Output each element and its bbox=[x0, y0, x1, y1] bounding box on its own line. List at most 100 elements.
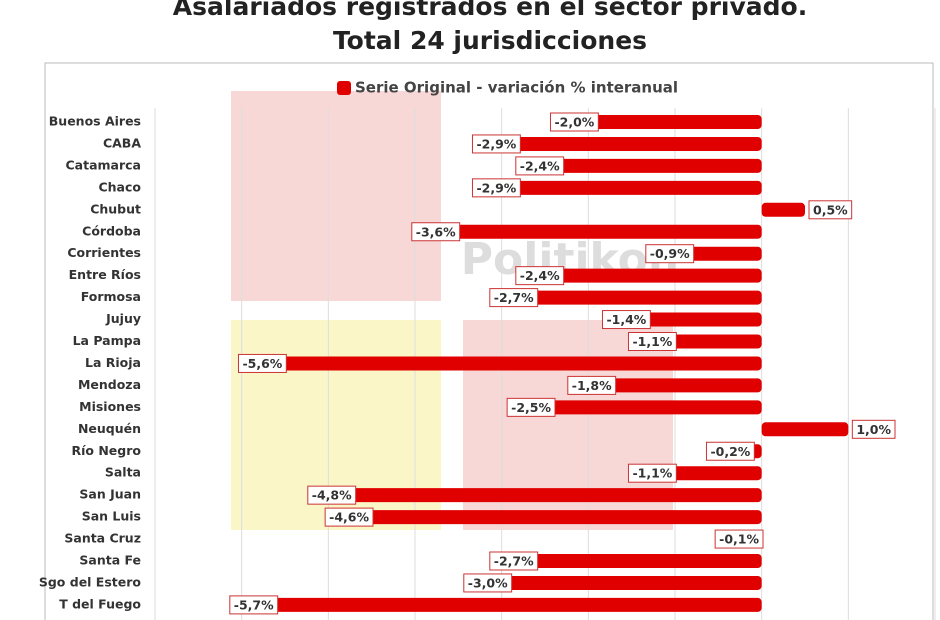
value-label-text: -4,6% bbox=[329, 510, 369, 525]
value-label: -2,4% bbox=[515, 266, 565, 286]
bar bbox=[666, 466, 762, 481]
value-label-text: -2,4% bbox=[520, 158, 560, 173]
y-tick-label: Santa Cruz bbox=[64, 531, 141, 546]
value-label-box bbox=[411, 222, 461, 242]
y-tick-label: La Pampa bbox=[73, 333, 141, 348]
value-label: -2,4% bbox=[515, 156, 565, 176]
bar bbox=[276, 356, 762, 371]
bar bbox=[545, 400, 762, 415]
value-label: 1,0% bbox=[851, 419, 896, 439]
y-tick-label: Catamarca bbox=[66, 157, 142, 172]
value-label: -5,7% bbox=[229, 595, 279, 615]
value-label: -2,9% bbox=[471, 134, 521, 154]
value-label: -0,2% bbox=[705, 441, 755, 461]
value-label: -1,1% bbox=[627, 463, 677, 483]
value-label-text: -1,1% bbox=[632, 466, 672, 481]
value-label-box bbox=[489, 551, 539, 571]
value-label-box bbox=[489, 288, 539, 308]
value-label-box bbox=[808, 200, 853, 220]
y-tick-label: Río Negro bbox=[72, 443, 142, 458]
y-tick-label: T del Fuego bbox=[59, 596, 141, 611]
value-label-box bbox=[601, 310, 651, 330]
value-label-box bbox=[515, 156, 565, 176]
value-label-text: -1,4% bbox=[606, 312, 646, 327]
value-label: -2,7% bbox=[489, 551, 539, 571]
y-tick-label: Salta bbox=[105, 465, 141, 480]
bar bbox=[527, 290, 762, 305]
value-label-text: -0,2% bbox=[710, 444, 750, 459]
value-label-box bbox=[705, 441, 755, 461]
bar bbox=[553, 158, 762, 173]
value-label: -1,4% bbox=[601, 310, 651, 330]
value-label-box bbox=[307, 485, 357, 505]
value-label-text: -2,7% bbox=[494, 290, 534, 305]
value-label-box bbox=[471, 134, 521, 154]
value-label-box bbox=[627, 332, 677, 351]
bar bbox=[363, 510, 762, 525]
y-tick-label: Corrientes bbox=[67, 245, 141, 260]
bar bbox=[588, 115, 762, 129]
value-label-text: -5,7% bbox=[234, 597, 274, 612]
y-tick-label: Mendoza bbox=[78, 377, 141, 392]
bar bbox=[640, 312, 762, 327]
bar bbox=[527, 554, 762, 568]
value-label-text: -2,0% bbox=[554, 115, 594, 130]
value-label-box bbox=[851, 419, 896, 439]
value-label: -0,9% bbox=[645, 244, 695, 264]
value-label: -1,8% bbox=[567, 375, 617, 395]
value-label: -2,0% bbox=[549, 112, 599, 132]
value-label: -2,5% bbox=[506, 397, 556, 417]
value-label: -3,0% bbox=[463, 573, 513, 593]
value-label: -3,6% bbox=[411, 222, 461, 242]
value-label-text: -5,6% bbox=[242, 356, 282, 371]
bar bbox=[501, 575, 762, 590]
background-block bbox=[231, 91, 441, 301]
bar bbox=[345, 488, 762, 503]
y-tick-label: Entre Ríos bbox=[69, 267, 141, 282]
y-tick-label: Córdoba bbox=[82, 223, 141, 238]
value-label-box bbox=[549, 112, 599, 132]
value-label-box bbox=[229, 595, 279, 615]
bar bbox=[510, 180, 762, 195]
value-label-text: 0,5% bbox=[813, 202, 848, 217]
value-label-text: -0,9% bbox=[650, 246, 690, 261]
value-label-box bbox=[714, 529, 764, 549]
value-label-box bbox=[506, 397, 556, 417]
value-label: -5,6% bbox=[237, 353, 287, 373]
bars: -2,0% -2,9% -2,4% -2,9% 0,5% -3,6% -0,9% -2,4% -… bbox=[229, 112, 896, 615]
value-label-box bbox=[645, 244, 695, 264]
chart-title: Asalariados registrados en el sector pri… bbox=[173, 0, 807, 21]
value-label: -1,1% bbox=[627, 332, 677, 351]
value-label-text: -1,8% bbox=[572, 378, 612, 393]
chart-subtitle: Total 24 jurisdicciones bbox=[333, 26, 647, 55]
bar bbox=[761, 422, 849, 437]
bar bbox=[666, 334, 762, 349]
y-tick-label: San Luis bbox=[82, 509, 141, 524]
bar bbox=[510, 136, 762, 151]
value-label: -2,9% bbox=[471, 178, 521, 198]
value-label-text: 1,0% bbox=[856, 422, 891, 437]
value-label-text: -2,4% bbox=[520, 268, 560, 283]
y-tick-label: Neuquén bbox=[78, 421, 141, 436]
value-label-text: -2,9% bbox=[476, 180, 516, 195]
value-label-text: -0,1% bbox=[719, 532, 759, 547]
value-label-box bbox=[237, 353, 287, 373]
value-label-box bbox=[627, 463, 677, 483]
y-tick-label: La Rioja bbox=[85, 355, 141, 370]
value-label: 0,5% bbox=[808, 200, 853, 220]
value-label-box bbox=[463, 573, 513, 593]
y-tick-label: Misiones bbox=[79, 399, 141, 414]
bar bbox=[267, 597, 762, 612]
value-label: -0,1% bbox=[714, 529, 764, 549]
value-label-text: -3,6% bbox=[416, 224, 456, 239]
value-label: -4,8% bbox=[307, 485, 357, 505]
bar bbox=[761, 202, 805, 217]
bar bbox=[449, 224, 762, 239]
bar bbox=[605, 378, 762, 393]
value-label-text: -3,0% bbox=[468, 575, 508, 590]
y-tick-label: Jujuy bbox=[105, 311, 141, 326]
value-label-text: -2,9% bbox=[476, 136, 516, 151]
y-tick-label: Formosa bbox=[81, 289, 141, 304]
value-label: -2,7% bbox=[489, 288, 539, 308]
